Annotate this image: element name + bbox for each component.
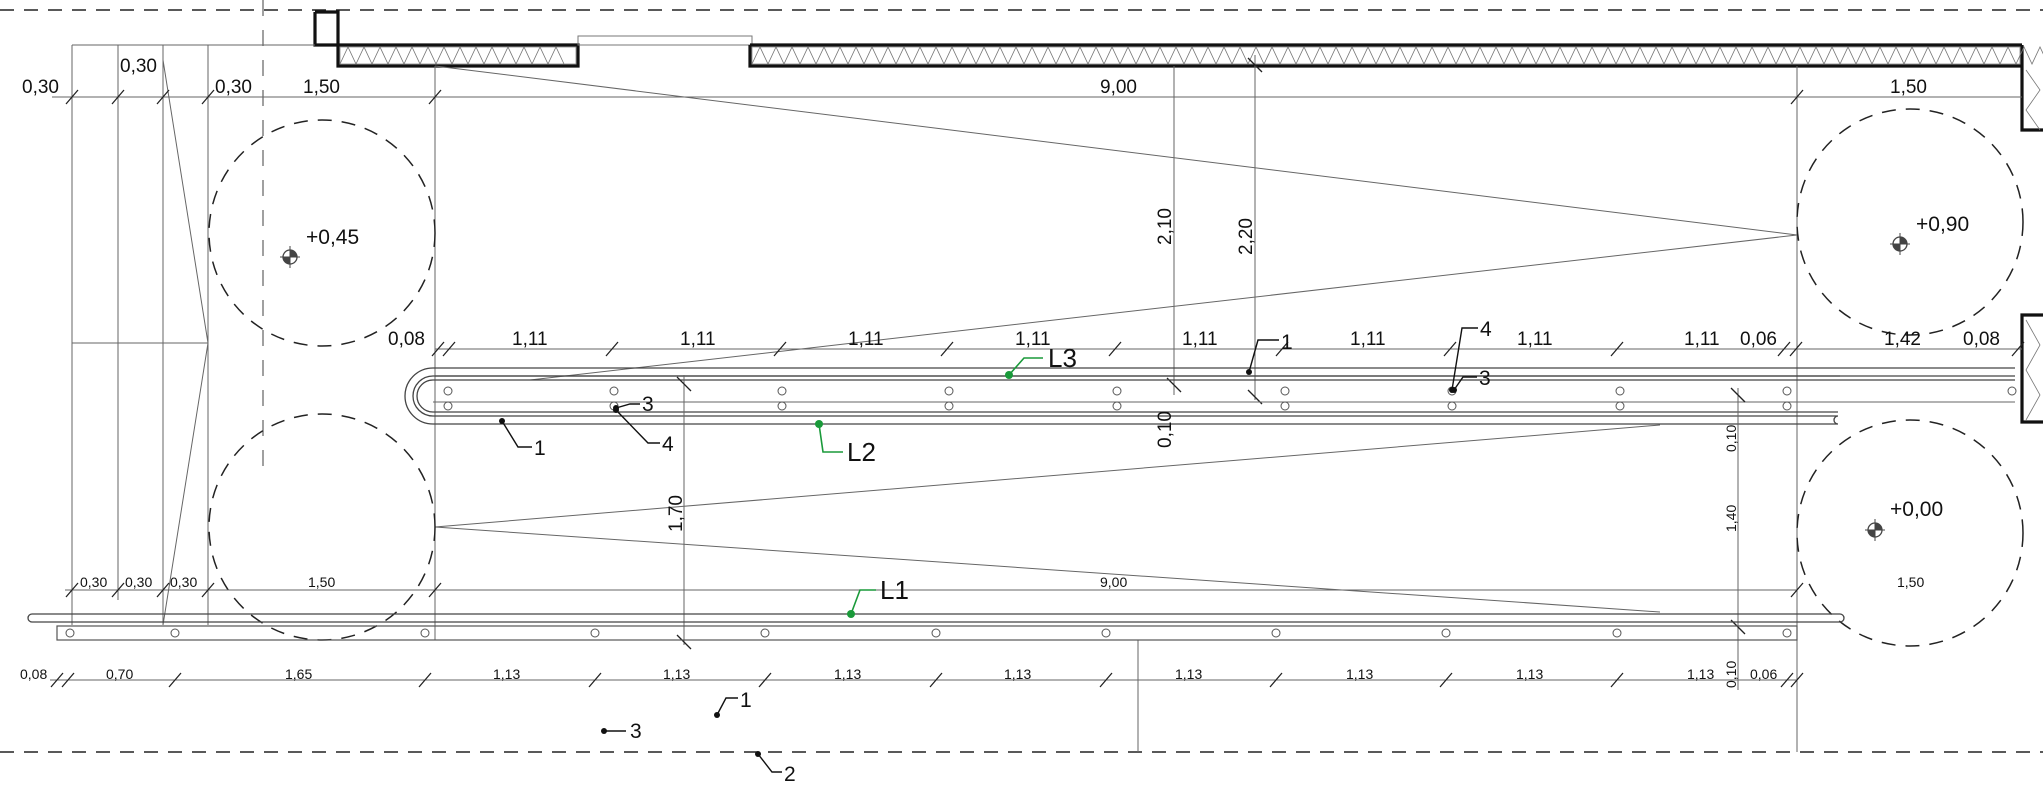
dimension-text: 0,08 (388, 329, 425, 350)
svg-text:4: 4 (662, 433, 674, 456)
dimension-text: 0,30 (80, 574, 107, 590)
elevation-label: +0,00 (1890, 498, 1943, 521)
dimension-text: 0,30 (125, 574, 152, 590)
svg-text:3: 3 (642, 393, 654, 416)
dimension-text: 9,00 (1100, 77, 1137, 98)
svg-text:2: 2 (784, 763, 796, 785)
dimension-text: 1,50 (1897, 574, 1924, 590)
elevation-marker-090: +0,90 (1890, 213, 1969, 255)
dimension-text: 1,11 (512, 329, 548, 350)
wall-section (315, 12, 2043, 422)
bar-line-text: L2 (847, 437, 876, 467)
dimension-text: 1,11 (1350, 329, 1386, 350)
dimension-text: 0,06 (1750, 666, 1777, 682)
dimension-row-bottom: 0,08 0,70 1,65 1,13 1,13 1,13 1,13 1,13 … (20, 666, 1803, 687)
dimension-text: 1,13 (1004, 666, 1031, 682)
svg-text:1: 1 (740, 689, 752, 712)
dimension-text: 2,20 (1236, 218, 1257, 255)
svg-text:3: 3 (1479, 367, 1491, 390)
dimension-text: 0,30 (22, 77, 59, 98)
dimension-text: 1,13 (1346, 666, 1373, 682)
dimension-text: 1,65 (285, 666, 312, 682)
position-mark-1-bottom: 1 (714, 689, 752, 718)
dimension-text: 0,10 (1155, 411, 1176, 448)
dimension-text: 1,50 (1890, 77, 1927, 98)
elevation-marker-045: +0,45 (280, 226, 359, 268)
bar-line-label-l1: L1 (847, 575, 909, 618)
dimension-text: 1,13 (1175, 666, 1202, 682)
dimension-text: 0,06 (1740, 329, 1777, 350)
elevation-marker-000: +0,00 (1865, 498, 1943, 541)
dimension-text: 0,08 (1963, 329, 2000, 350)
position-mark-3-bottom: 3 (601, 720, 642, 743)
dimension-text: 1,11 (680, 329, 716, 350)
bar-line-text: L1 (880, 575, 909, 605)
dimension-text: 1,11 (1015, 329, 1051, 350)
flight-diagonals (435, 66, 1797, 612)
elevation-label: +0,45 (306, 226, 359, 249)
dimension-text: 1,70 (666, 495, 687, 532)
dimension-text: 1,13 (1516, 666, 1543, 682)
bar-line-text: L3 (1048, 343, 1077, 373)
dimension-text: 0,70 (106, 666, 133, 682)
dimension-vertical: 1,70 0,10 1,40 0,10 0,10 (666, 375, 1745, 690)
dimension-text: 0,08 (20, 666, 47, 682)
dimension-text: 1,13 (663, 666, 690, 682)
bar-line-label-l2: L2 (815, 420, 876, 467)
dimension-row-lower: 0,30 0,30 0,30 1,50 9,00 1,50 (65, 574, 1924, 597)
dimension-text: 1,11 (1684, 329, 1720, 350)
dimension-text: 1,13 (834, 666, 861, 682)
dimension-text: 1,40 (1723, 505, 1739, 532)
dimension-row-middle: 0,08 1,11 1,11 1,11 1,11 1,11 1,11 1,11 … (388, 329, 2024, 356)
rebar-lower (28, 614, 1844, 640)
rebar-upper-stirrups (444, 387, 2016, 410)
dimension-text: 1,42 (1884, 329, 1921, 350)
dimension-text: 0,10 (1723, 661, 1739, 688)
dimension-text: 0,30 (120, 56, 157, 77)
dimension-text: 1,50 (308, 574, 335, 590)
dimension-text: 1,13 (1687, 666, 1714, 682)
dimension-text: 0,10 (1723, 425, 1739, 452)
dimension-text: 1,11 (848, 329, 884, 350)
dimension-row-top: 0,30 0,30 0,30 1,50 9,00 1,50 (22, 56, 2022, 104)
svg-text:1: 1 (1281, 331, 1293, 354)
dimension-text: 1,11 (1182, 329, 1218, 350)
svg-text:3: 3 (630, 720, 642, 743)
dimension-text: 1,11 (1517, 329, 1553, 350)
dimension-heights: 2,10 2,20 (1155, 55, 1262, 404)
position-mark-2-bottom: 2 (755, 751, 796, 785)
svg-text:4: 4 (1480, 318, 1492, 341)
stair-left (72, 45, 1797, 752)
dimension-text: 0,30 (215, 77, 252, 98)
elevation-label: +0,90 (1916, 213, 1969, 236)
dimension-text: 0,30 (170, 574, 197, 590)
dimension-text: 1,13 (493, 666, 520, 682)
svg-text:1: 1 (534, 437, 546, 460)
landing-circles (209, 109, 2023, 646)
dimension-text: 9,00 (1100, 574, 1127, 590)
dimension-text: 1,50 (303, 77, 340, 98)
dimension-text: 2,10 (1155, 208, 1176, 245)
